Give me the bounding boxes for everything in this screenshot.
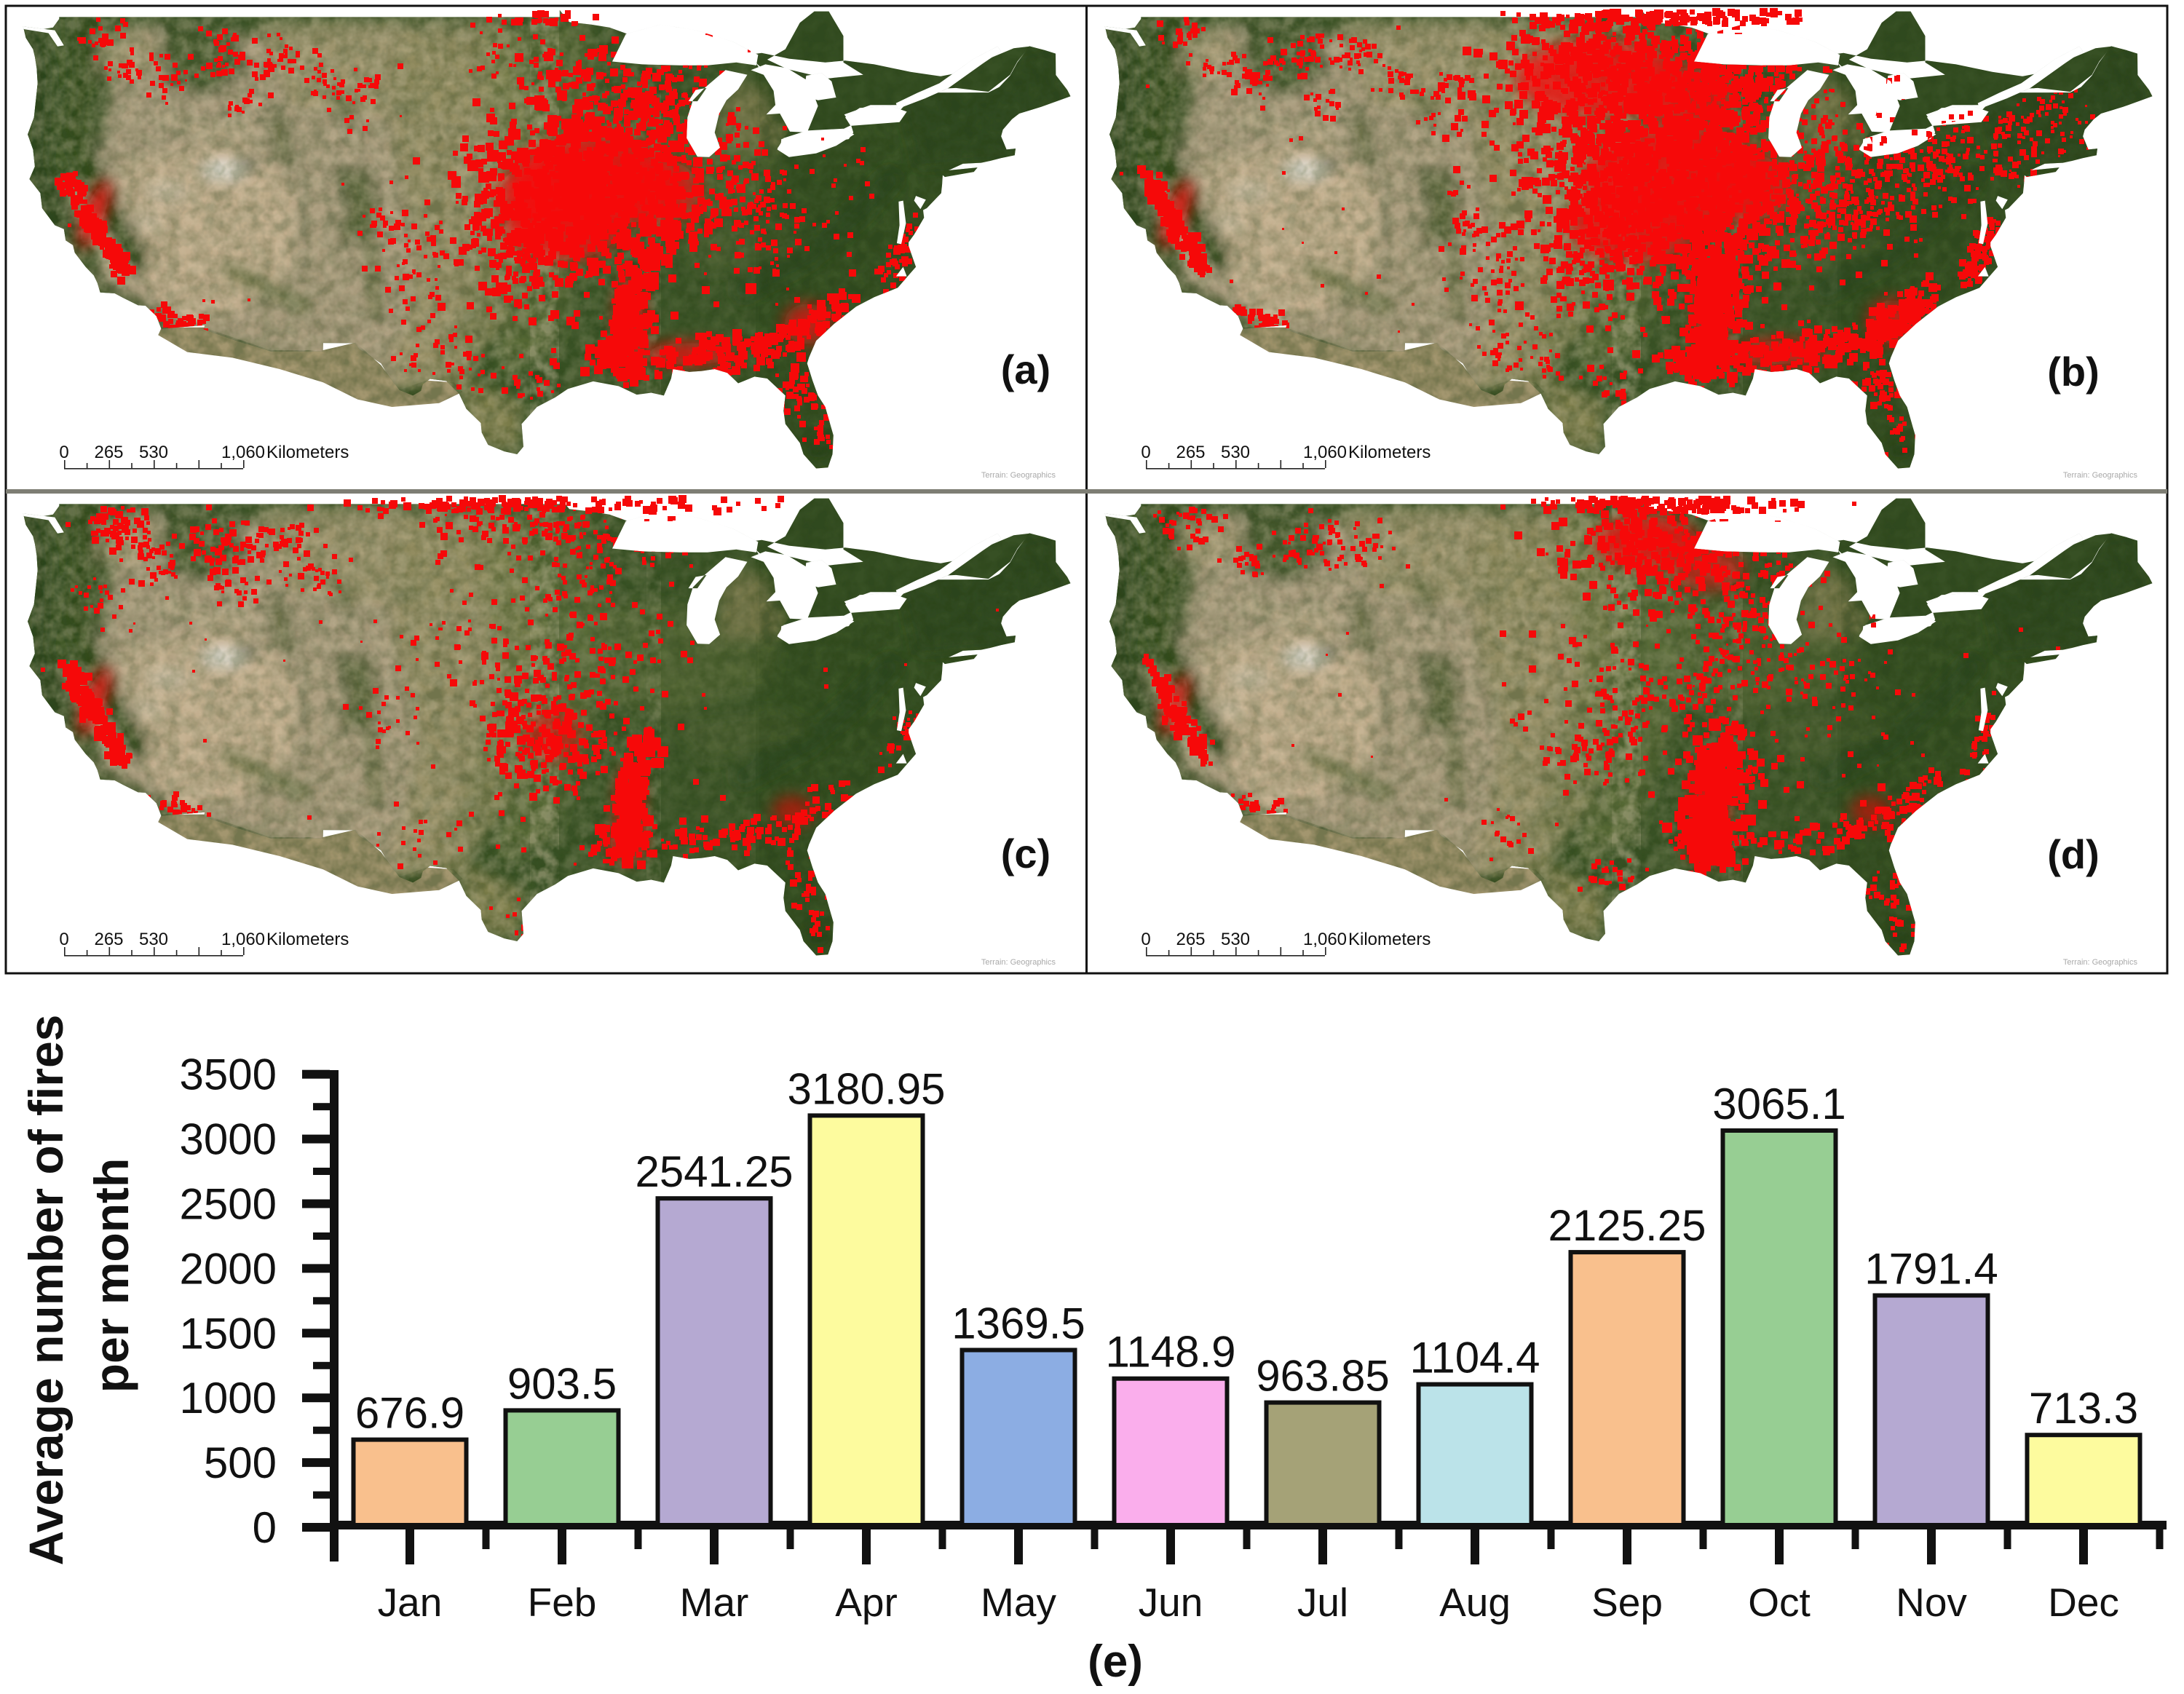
svg-text:676.9: 676.9 [355,1389,464,1438]
svg-text:500: 500 [204,1438,277,1487]
svg-text:3000: 3000 [180,1115,277,1164]
svg-text:903.5: 903.5 [507,1359,617,1408]
svg-text:1369.5: 1369.5 [951,1299,1085,1348]
svg-text:3180.95: 3180.95 [788,1064,946,1113]
svg-text:Kilometers: Kilometers [1348,930,1431,949]
svg-text:1000: 1000 [180,1374,277,1422]
svg-text:2125.25: 2125.25 [1548,1201,1706,1250]
svg-text:265: 265 [94,930,123,949]
svg-text:Apr: Apr [835,1580,898,1625]
svg-text:530: 530 [1221,443,1250,462]
svg-text:Kilometers: Kilometers [1348,443,1431,462]
svg-text:Oct: Oct [1748,1580,1811,1625]
svg-text:1104.4: 1104.4 [1409,1334,1540,1382]
svg-text:963.85: 963.85 [1256,1352,1390,1401]
svg-text:Terrain: Geographics: Terrain: Geographics [981,958,1056,967]
svg-text:0: 0 [1141,443,1150,462]
svg-text:1500: 1500 [180,1309,277,1358]
svg-text:3065.1: 3065.1 [1712,1080,1846,1128]
svg-text:(a): (a) [1001,347,1051,392]
svg-text:265: 265 [1176,443,1205,462]
svg-text:Terrain: Geographics: Terrain: Geographics [2063,471,2138,480]
svg-text:1,060: 1,060 [1303,930,1347,949]
svg-text:Feb: Feb [528,1580,597,1625]
svg-text:May: May [981,1580,1056,1625]
svg-text:Aug: Aug [1439,1580,1511,1625]
svg-text:Terrain: Geographics: Terrain: Geographics [981,471,1056,480]
svg-text:Mar: Mar [680,1580,749,1625]
svg-text:0: 0 [59,443,68,462]
svg-text:Terrain: Geographics: Terrain: Geographics [2063,958,2138,967]
svg-text:530: 530 [1221,930,1250,949]
svg-text:2000: 2000 [180,1244,277,1293]
svg-text:per month: per month [84,1158,138,1393]
svg-text:Average number of fires: Average number of fires [19,1015,73,1566]
svg-text:1,060: 1,060 [221,930,265,949]
svg-text:1148.9: 1148.9 [1105,1328,1235,1377]
svg-text:3500: 3500 [180,1050,277,1099]
svg-text:Nov: Nov [1896,1580,1967,1625]
svg-text:1791.4: 1791.4 [1864,1245,1998,1294]
svg-text:Kilometers: Kilometers [266,443,349,462]
svg-text:1,060: 1,060 [1303,443,1347,462]
svg-text:530: 530 [139,443,168,462]
svg-text:Sep: Sep [1591,1580,1663,1625]
svg-text:265: 265 [94,443,123,462]
svg-text:530: 530 [139,930,168,949]
svg-text:265: 265 [1176,930,1205,949]
svg-text:(c): (c) [1001,831,1051,876]
svg-text:Jul: Jul [1297,1580,1348,1625]
svg-text:(e): (e) [1088,1636,1143,1687]
svg-text:2500: 2500 [180,1180,277,1229]
svg-text:1,060: 1,060 [221,443,265,462]
svg-text:0: 0 [1141,930,1150,949]
svg-text:(b): (b) [2047,349,2100,395]
svg-text:Kilometers: Kilometers [266,930,349,949]
svg-text:Jun: Jun [1139,1580,1203,1625]
svg-text:713.3: 713.3 [2029,1384,2138,1433]
svg-text:2541.25: 2541.25 [636,1147,794,1196]
svg-text:0: 0 [253,1503,277,1552]
svg-text:(d): (d) [2047,831,2100,877]
svg-text:Dec: Dec [2048,1580,2119,1625]
svg-text:Jan: Jan [378,1580,443,1625]
svg-text:0: 0 [59,930,68,949]
